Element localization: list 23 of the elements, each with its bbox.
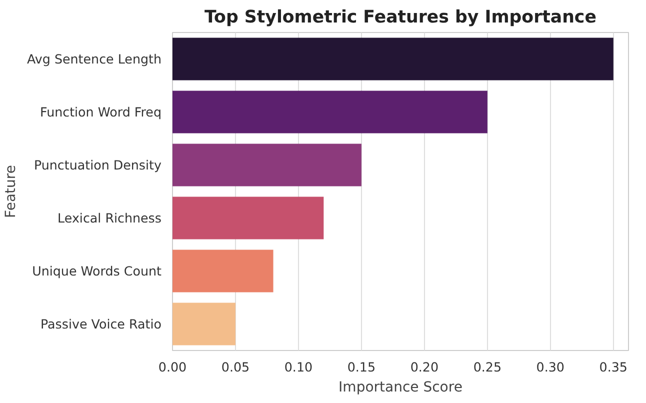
x-tick-label: 0.30 (536, 360, 564, 374)
y-tick-label: Lexical Richness (58, 210, 162, 226)
bar (172, 144, 362, 186)
bar (172, 38, 614, 80)
bar (172, 250, 274, 292)
y-tick-label: Punctuation Density (34, 158, 162, 172)
x-tick-label: 0.15 (347, 360, 376, 374)
y-tick-label: Function Word Freq (40, 104, 162, 120)
chart-title: Top Stylometric Features by Importance (204, 8, 596, 28)
bar (172, 302, 236, 346)
y-tick-label: Avg Sentence Length (27, 52, 162, 66)
x-tick-label: 0.20 (410, 360, 439, 374)
x-tick-label: 0.10 (284, 360, 313, 374)
y-tick-label: Passive Voice Ratio (40, 316, 162, 332)
x-tick-label: 0.00 (158, 360, 187, 374)
x-tick-label: 0.35 (599, 360, 628, 374)
x-axis-title: Importance Score (338, 380, 462, 396)
x-tick-label: 0.25 (473, 360, 502, 374)
x-tick-label: 0.05 (221, 360, 250, 374)
bar (172, 196, 324, 240)
y-tick-label: Unique Words Count (32, 264, 162, 278)
bar (172, 90, 488, 134)
y-axis-title: Feature (3, 165, 20, 218)
